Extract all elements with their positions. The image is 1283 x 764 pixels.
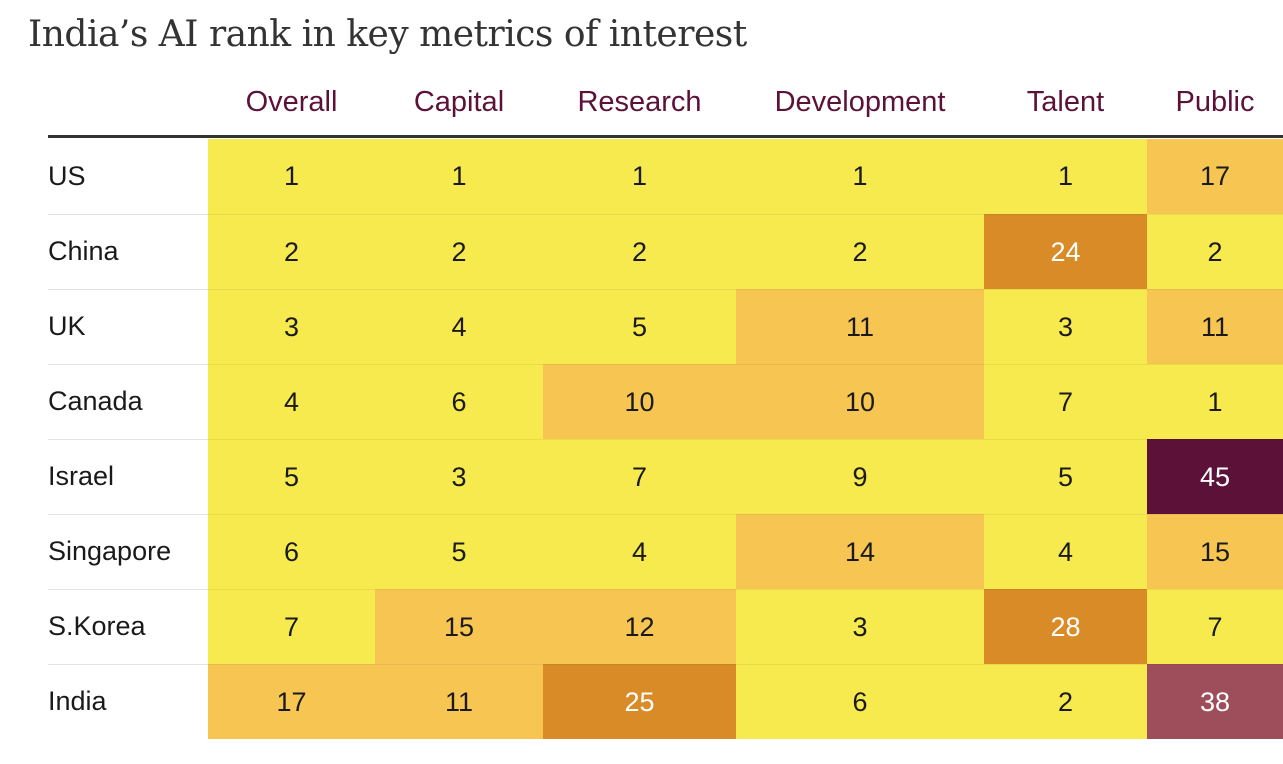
heatmap-cell-china-development: 2 (736, 214, 984, 289)
heatmap-cell-s-korea-public: 7 (1147, 589, 1283, 664)
heatmap-cell-s-korea-research: 12 (543, 589, 736, 664)
column-header-research: Research (577, 85, 702, 118)
row-divider (48, 289, 208, 290)
heatmap-cell-india-research: 25 (543, 664, 736, 739)
column-header-overall: Overall (245, 85, 338, 118)
heatmap-cell-singapore-overall: 6 (208, 514, 375, 589)
heatmap-cell-canada-development: 10 (736, 364, 984, 439)
heatmap-cell-israel-development: 9 (736, 439, 984, 514)
heatmap-cell-india-overall: 17 (208, 664, 375, 739)
heatmap-cell-israel-overall: 5 (208, 439, 375, 514)
heatmap-cell-uk-development: 11 (736, 289, 984, 364)
heatmap-cell-canada-public: 1 (1147, 364, 1283, 439)
heatmap-cell-singapore-research: 4 (543, 514, 736, 589)
heatmap-cell-singapore-talent: 4 (984, 514, 1147, 589)
heatmap-cell-israel-research: 7 (543, 439, 736, 514)
heatmap-cell-israel-talent: 5 (984, 439, 1147, 514)
heatmap-cell-singapore-capital: 5 (375, 514, 543, 589)
row-label-s-korea: S.Korea (48, 611, 146, 641)
heatmap-cell-china-capital: 2 (375, 214, 543, 289)
heatmap-cell-canada-capital: 6 (375, 364, 543, 439)
row-label-singapore: Singapore (48, 536, 172, 566)
heatmap-cell-uk-research: 5 (543, 289, 736, 364)
heatmap-cell-israel-public: 45 (1147, 439, 1283, 514)
heatmap-cell-canada-talent: 7 (984, 364, 1147, 439)
row-label-israel: Israel (48, 461, 115, 491)
heatmap-cell-us-capital: 1 (375, 139, 543, 214)
heatmap-cell-s-korea-development: 3 (736, 589, 984, 664)
row-label-india: India (48, 686, 107, 716)
heatmap-cell-uk-public: 11 (1147, 289, 1283, 364)
heatmap-cell-us-overall: 1 (208, 139, 375, 214)
heatmap-cell-s-korea-capital: 15 (375, 589, 543, 664)
column-header-capital: Capital (413, 85, 505, 118)
heatmap-cell-uk-talent: 3 (984, 289, 1147, 364)
row-label-uk: UK (48, 311, 86, 341)
heatmap-cell-uk-capital: 4 (375, 289, 543, 364)
header-rule (48, 135, 1283, 138)
heatmap-cell-china-public: 2 (1147, 214, 1283, 289)
heatmap-cell-s-korea-overall: 7 (208, 589, 375, 664)
column-header-public: Public (1175, 85, 1255, 118)
heatmap-cell-singapore-development: 14 (736, 514, 984, 589)
row-divider (48, 514, 208, 515)
row-label-canada: Canada (48, 386, 143, 416)
chart-title: India’s AI rank in key metrics of intere… (28, 14, 747, 55)
row-divider (48, 439, 208, 440)
heatmap-cell-india-public: 38 (1147, 664, 1283, 739)
heatmap-cell-canada-research: 10 (543, 364, 736, 439)
heatmap-cell-singapore-public: 15 (1147, 514, 1283, 589)
heatmap-cell-india-capital: 11 (375, 664, 543, 739)
heatmap-cell-china-research: 2 (543, 214, 736, 289)
heatmap-cell-china-overall: 2 (208, 214, 375, 289)
heatmap-cell-canada-overall: 4 (208, 364, 375, 439)
heatmap-cell-india-development: 6 (736, 664, 984, 739)
row-label-china: China (48, 236, 119, 266)
row-divider (48, 364, 208, 365)
row-label-us: US (48, 161, 86, 191)
row-divider (48, 664, 208, 665)
heatmap-cell-india-talent: 2 (984, 664, 1147, 739)
column-header-development: Development (774, 85, 946, 118)
row-divider (48, 214, 208, 215)
heatmap-cell-uk-overall: 3 (208, 289, 375, 364)
column-header-talent: Talent (1026, 85, 1105, 118)
heatmap-cell-china-talent: 24 (984, 214, 1147, 289)
heatmap-cell-us-public: 17 (1147, 139, 1283, 214)
heatmap-cell-us-development: 1 (736, 139, 984, 214)
heatmap-cell-us-research: 1 (543, 139, 736, 214)
heatmap-cell-s-korea-talent: 28 (984, 589, 1147, 664)
heatmap-cell-us-talent: 1 (984, 139, 1147, 214)
row-divider (48, 589, 208, 590)
heatmap-cell-israel-capital: 3 (375, 439, 543, 514)
